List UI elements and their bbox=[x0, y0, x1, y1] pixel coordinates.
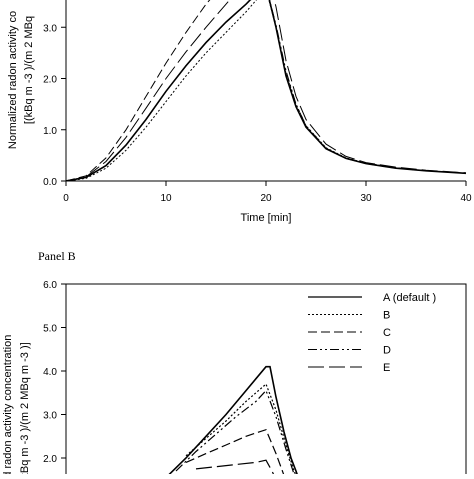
panel-a-series-a bbox=[66, 0, 467, 181]
panel-a-y-tick-label: 2.0 bbox=[43, 75, 57, 86]
panel-b-series-a bbox=[168, 365, 298, 474]
panel-a-chart: Normalized radon activity co [(kBq m -3 … bbox=[7, 0, 472, 224]
panel-b-y-tick-label: 3.0 bbox=[43, 411, 57, 422]
panel-a-x-tick-label: 40 bbox=[460, 193, 472, 204]
legend-label-e: E bbox=[383, 362, 390, 374]
legend-label-c: C bbox=[383, 327, 391, 339]
panel-b-y-tick-label: 5.0 bbox=[43, 324, 57, 335]
panel-a-x-tick-label: 20 bbox=[260, 193, 272, 204]
panel-b-y-tick-label: 4.0 bbox=[43, 367, 57, 378]
legend-label-a: A (default ) bbox=[383, 292, 436, 304]
panel-a-axes: 0 10 20 30 40 0.0 1.0 2.0 3.0 bbox=[43, 0, 472, 204]
panel-b-series bbox=[168, 365, 298, 474]
panel-b-series-c bbox=[185, 428, 285, 474]
panel-a-x-tick-label: 0 bbox=[63, 193, 69, 204]
panel-b-series-e bbox=[195, 459, 275, 474]
legend-label-b: B bbox=[383, 310, 390, 322]
panel-b-plot-frame bbox=[65, 283, 467, 479]
panel-a-series-d bbox=[66, 0, 467, 181]
panel-b-y-tick-label: 6.0 bbox=[43, 280, 57, 291]
panel-b-y-axis-unit: [kBq m -3 )/(m 2 MBq m -3 )] bbox=[19, 342, 31, 474]
panel-b-axes: 2.0 3.0 4.0 5.0 6.0 bbox=[43, 280, 467, 479]
panel-b-label: Panel B bbox=[38, 249, 76, 263]
panel-a-x-tick-label: 10 bbox=[160, 193, 172, 204]
panel-a-series-e bbox=[66, 0, 467, 181]
panel-b-series-b bbox=[185, 383, 297, 474]
legend-label-d: D bbox=[383, 345, 391, 357]
panel-a-y-axis-label: Normalized radon activity co bbox=[7, 11, 19, 149]
panel-b-chart: Panel B zed radon activity concentration… bbox=[2, 249, 467, 479]
panel-a-y-axis-unit: [(kBq m -3 )/(m 2 MBq bbox=[23, 16, 35, 124]
panel-b-series-d bbox=[175, 389, 295, 474]
panel-a-series-b bbox=[66, 0, 467, 181]
panel-a-series bbox=[66, 0, 467, 181]
panel-b-y-axis-label: zed radon activity concentration bbox=[2, 335, 14, 474]
panel-a-series-c bbox=[66, 0, 211, 181]
panel-a-y-tick-label: 3.0 bbox=[43, 23, 57, 34]
panel-a-y-tick-label: 1.0 bbox=[43, 126, 57, 137]
panel-b-y-tick-label: 2.0 bbox=[43, 454, 57, 465]
panel-a-y-tick-label: 0.0 bbox=[43, 177, 57, 188]
panel-a-x-axis-label: Time [min] bbox=[241, 212, 292, 224]
panel-a-x-tick-label: 30 bbox=[360, 193, 372, 204]
